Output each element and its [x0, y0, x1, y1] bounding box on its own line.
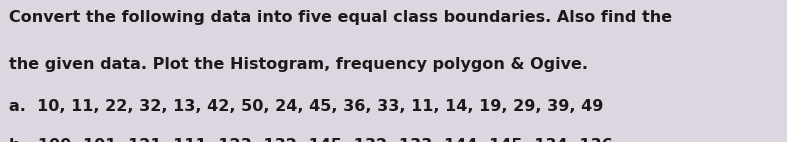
Text: b.  100, 101, 121, 111, 123, 132, 145, 132, 133, 144, 145, 134, 136: b. 100, 101, 121, 111, 123, 132, 145, 13… — [9, 138, 613, 142]
Text: a.  10, 11, 22, 32, 13, 42, 50, 24, 45, 36, 33, 11, 14, 19, 29, 39, 49: a. 10, 11, 22, 32, 13, 42, 50, 24, 45, 3… — [9, 99, 604, 114]
Text: Convert the following data into five equal class boundaries. Also find the: Convert the following data into five equ… — [9, 10, 678, 25]
Text: the given data. Plot the Histogram, frequency polygon & Ogive.: the given data. Plot the Histogram, freq… — [9, 57, 589, 72]
